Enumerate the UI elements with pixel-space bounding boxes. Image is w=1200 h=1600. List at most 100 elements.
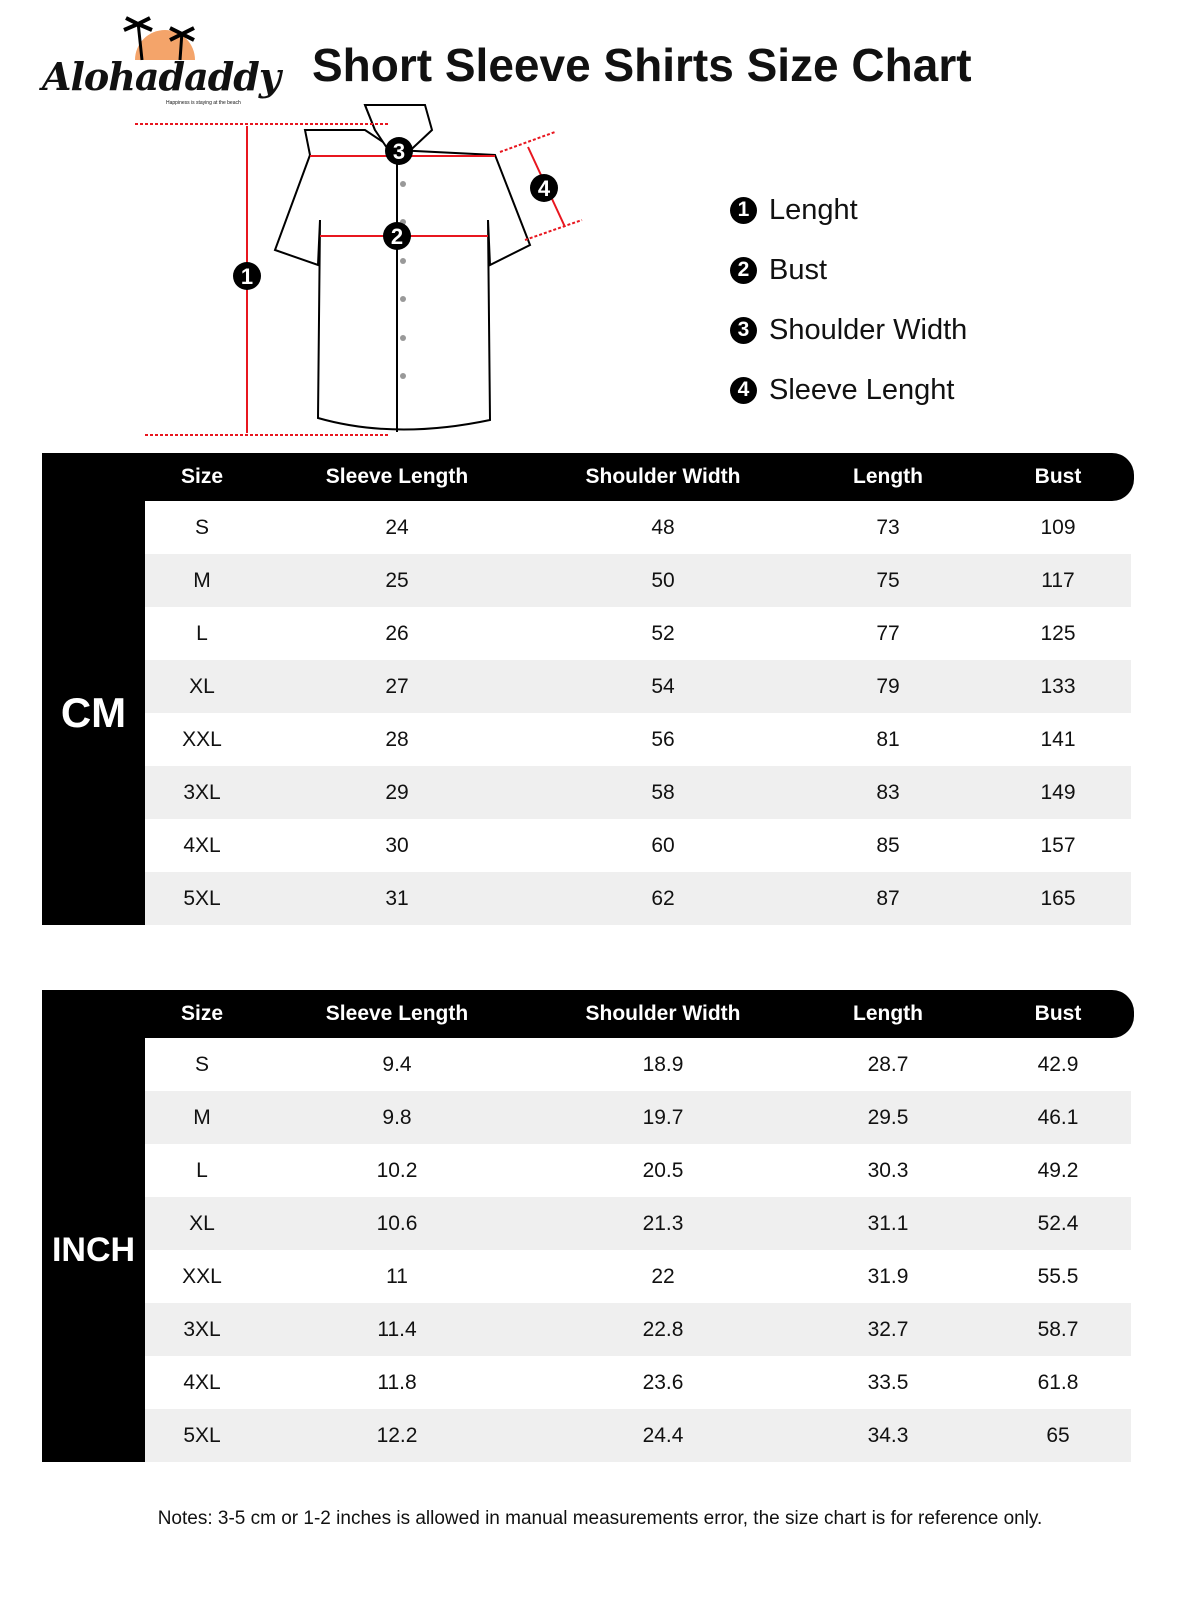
- page-title: Short Sleeve Shirts Size Chart: [312, 39, 972, 91]
- table-cell: 87: [876, 886, 900, 910]
- legend-label: Shoulder Width: [769, 313, 968, 346]
- column-header: Bust: [1034, 1002, 1082, 1025]
- table-row: XXL 28 56 81 141: [145, 713, 1131, 766]
- table-cell: 31.9: [867, 1264, 909, 1288]
- table-cell: 33.5: [867, 1370, 909, 1394]
- table-cell: 31: [385, 886, 409, 910]
- table-cell: XL: [189, 674, 215, 698]
- table-cell: M: [193, 568, 211, 592]
- table-row: M 9.8 19.7 29.5 46.1: [145, 1091, 1131, 1144]
- legend-label: Sleeve Lenght: [769, 373, 955, 406]
- brand-logo: Alohadaddy Happiness is staying at the b…: [40, 14, 281, 114]
- table-cell: XL: [189, 1211, 215, 1235]
- table-cell: 50: [651, 568, 675, 592]
- column-header: Sleeve Length: [325, 465, 469, 488]
- number-badge-icon: 3: [730, 316, 757, 344]
- table-cell: 29: [385, 780, 409, 804]
- table-cell: 11.8: [377, 1370, 417, 1394]
- table-cell: L: [196, 621, 208, 645]
- table-cell: 48: [651, 515, 675, 539]
- table-cell: 28.7: [867, 1052, 909, 1076]
- table-cell: 157: [1040, 833, 1076, 857]
- table-row: L 10.2 20.5 30.3 49.2: [145, 1144, 1131, 1197]
- table-cell: 10.2: [376, 1158, 418, 1182]
- legend-label: Lenght: [769, 193, 858, 226]
- table-row: XL 10.6 21.3 31.1 52.4: [145, 1197, 1131, 1250]
- table-row: 3XL 11.4 22.8 32.7 58.7: [145, 1303, 1131, 1356]
- table-cell: 4XL: [183, 1370, 221, 1394]
- table-cell: 55.5: [1037, 1264, 1079, 1288]
- table-cell: 81: [876, 727, 900, 751]
- table-cell: 25: [385, 568, 409, 592]
- column-header: Bust: [1034, 465, 1082, 488]
- table-cell: 21.3: [642, 1211, 684, 1235]
- marker-3: [385, 137, 413, 165]
- table-cell: 5XL: [183, 1423, 221, 1447]
- column-header: Shoulder Width: [585, 1002, 741, 1025]
- table-cell: 32.7: [867, 1317, 909, 1341]
- table-cell: 77: [876, 621, 900, 645]
- table-cell: XXL: [182, 727, 222, 751]
- table-cell: 75: [876, 568, 900, 592]
- table-cell: 46.1: [1037, 1105, 1079, 1129]
- table-cell: S: [194, 515, 210, 539]
- table-cell: 49.2: [1037, 1158, 1079, 1182]
- marker-4: [530, 174, 558, 202]
- table-cell: 22.8: [642, 1317, 684, 1341]
- shirt-diagram: 1 2 3 4: [135, 104, 583, 436]
- table-cell: 29.5: [867, 1105, 909, 1129]
- table-cell: 133: [1040, 674, 1076, 698]
- column-header: Sleeve Length: [325, 1002, 469, 1025]
- table-cell: 54: [651, 674, 675, 698]
- table-cell: 9.8: [382, 1105, 412, 1129]
- table-cell: 20.5: [642, 1158, 684, 1182]
- table-cell: 42.9: [1037, 1052, 1079, 1076]
- table-row: S 9.4 18.9 28.7 42.9: [145, 1038, 1131, 1091]
- table-cell: 11.4: [377, 1317, 417, 1341]
- marker-2-label: 2: [391, 224, 403, 249]
- table-row: 5XL 12.2 24.4 34.3 65: [145, 1409, 1131, 1462]
- table-row: 5XL 31 62 87 165: [145, 872, 1131, 925]
- size-table-inch: Size Sleeve Length Shoulder Width Length Bus…: [42, 990, 1134, 1462]
- table-cell: 9.4: [382, 1052, 412, 1076]
- table-cell: 26: [385, 621, 409, 645]
- table-row: XL 27 54 79 133: [145, 660, 1131, 713]
- table-cell: 149: [1040, 780, 1076, 804]
- marker-3-label: 3: [393, 139, 405, 164]
- unit-label: INCH: [42, 1038, 145, 1462]
- legend-item: 1 Lenght: [730, 180, 967, 240]
- table-cell: 79: [876, 674, 900, 698]
- table-cell: 141: [1040, 727, 1076, 751]
- table-cell: 23.6: [642, 1370, 684, 1394]
- notes: Notes: 3-5 cm or 1-2 inches is allowed i…: [157, 1508, 1043, 1529]
- legend-item: 2 Bust: [730, 240, 967, 300]
- table-cell: 73: [876, 515, 900, 539]
- table-cell: 24: [385, 515, 409, 539]
- column-header: Length: [853, 1002, 923, 1025]
- table-row: L 26 52 77 125: [145, 607, 1131, 660]
- palm-sunset-icon: [123, 16, 195, 61]
- table-header: Size Sleeve Length Shoulder Width Length Bus…: [42, 990, 1134, 1038]
- table-cell: 117: [1041, 568, 1075, 592]
- table-row: 4XL 30 60 85 157: [145, 819, 1131, 872]
- number-badge-icon: 2: [730, 256, 757, 284]
- marker-1: [233, 262, 261, 290]
- table-cell: 11: [386, 1264, 408, 1288]
- table-cell: 52: [651, 621, 675, 645]
- table-row: 4XL 11.8 23.6 33.5 61.8: [145, 1356, 1131, 1409]
- column-header: Length: [853, 465, 923, 488]
- table-cell: 83: [876, 780, 900, 804]
- marker-4-label: 4: [538, 176, 551, 201]
- brand-tagline: Happiness is staying at the beach: [166, 100, 241, 106]
- table-cell: 85: [876, 833, 900, 857]
- table-row: M 25 50 75 117: [145, 554, 1131, 607]
- table-cell: 19.7: [642, 1105, 684, 1129]
- table-cell: 5XL: [183, 886, 221, 910]
- table-cell: 62: [651, 886, 675, 910]
- legend-item: 4 Sleeve Lenght: [730, 360, 967, 420]
- table-row: XXL 11 22 31.9 55.5: [145, 1250, 1131, 1303]
- table-cell: 31.1: [867, 1211, 909, 1235]
- table-cell: 28: [385, 727, 409, 751]
- table-row: S 24 48 73 109: [145, 501, 1131, 554]
- table-cell: 61.8: [1037, 1370, 1079, 1394]
